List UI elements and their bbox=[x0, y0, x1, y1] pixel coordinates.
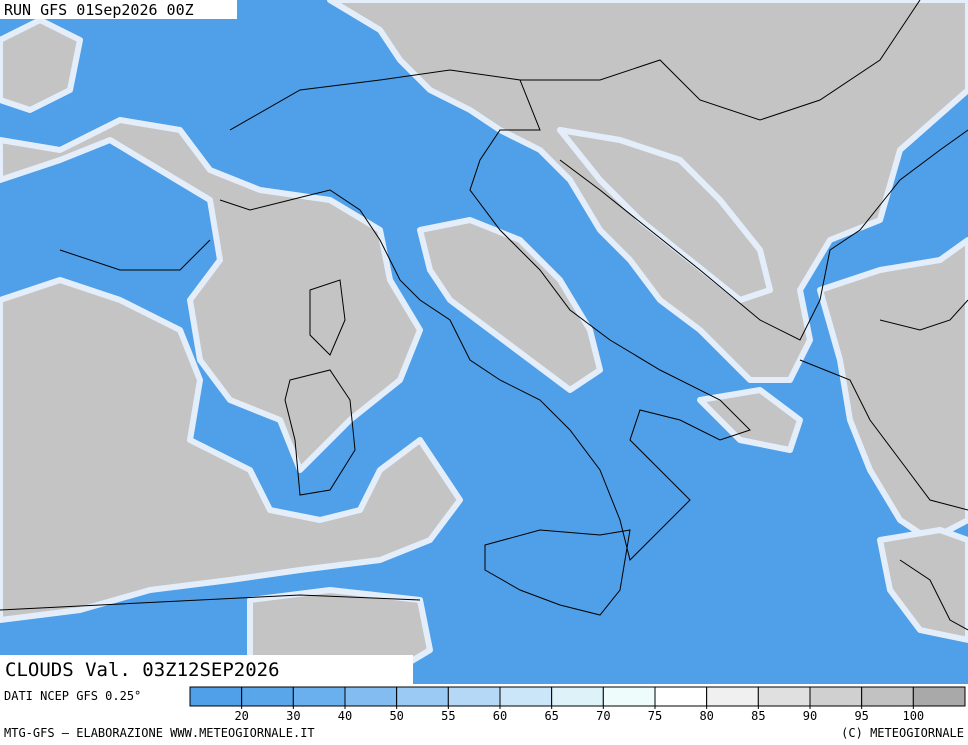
label-box bbox=[0, 655, 413, 684]
colorbar: 20 30 40 50 55 60 65 70 75 80 85 90 95 100 bbox=[189, 686, 966, 723]
colorbar-label: 40 bbox=[338, 709, 352, 723]
colorbar-label: 55 bbox=[441, 709, 455, 723]
colorbar-swatch bbox=[241, 686, 294, 707]
cloud-areas bbox=[0, 0, 968, 687]
colorbar-swatch bbox=[396, 686, 449, 707]
colorbar-label: 90 bbox=[803, 709, 817, 723]
colorbar-swatch bbox=[912, 686, 966, 707]
colorbar-label: 20 bbox=[234, 709, 248, 723]
colorbar-swatch bbox=[499, 686, 553, 707]
colorbar-swatch bbox=[344, 686, 398, 707]
colorbar-swatch bbox=[602, 686, 656, 707]
footer-left: MTG-GFS — ELABORAZIONE WWW.METEOGIORNALE… bbox=[4, 726, 315, 740]
field-label: CLOUDS Val. 03Z12SEP2026 bbox=[5, 659, 280, 681]
colorbar-label: 65 bbox=[544, 709, 558, 723]
source-label: DATI NCEP GFS 0.25° bbox=[4, 689, 141, 703]
colorbar-label: 50 bbox=[389, 709, 403, 723]
colorbar-label: 95 bbox=[854, 709, 868, 723]
map bbox=[0, 0, 968, 687]
colorbar-label: 75 bbox=[648, 709, 662, 723]
colorbar-label: 80 bbox=[699, 709, 713, 723]
run-label: RUN GFS 01Sep2026 00Z bbox=[4, 1, 194, 19]
colorbar-label: 30 bbox=[286, 709, 300, 723]
coastlines bbox=[0, 0, 968, 631]
colorbar-swatch bbox=[551, 686, 604, 707]
run-box bbox=[0, 0, 237, 19]
colorbar-swatch bbox=[757, 686, 811, 707]
colorbar-label: 70 bbox=[596, 709, 610, 723]
colorbar-swatch bbox=[861, 686, 914, 707]
footer-right: (C) METEOGIORNALE bbox=[841, 726, 964, 740]
colorbar-label: 60 bbox=[493, 709, 507, 723]
colorbar-swatch bbox=[654, 686, 708, 707]
colorbar-label: 100 bbox=[902, 709, 924, 723]
colorbar-swatch bbox=[292, 686, 346, 707]
colorbar-label: 85 bbox=[751, 709, 765, 723]
colorbar-swatch bbox=[706, 686, 759, 707]
colorbar-swatch bbox=[447, 686, 501, 707]
colorbar-swatch bbox=[809, 686, 863, 707]
colorbar-swatch bbox=[189, 686, 243, 707]
